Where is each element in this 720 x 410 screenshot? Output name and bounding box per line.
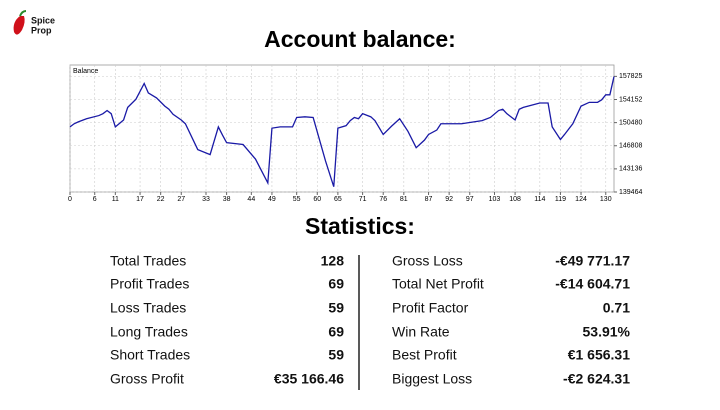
stat-label: Short Trades xyxy=(110,347,190,363)
stat-label: Total Net Profit xyxy=(392,276,484,292)
x-tick-label: 6 xyxy=(93,196,97,203)
x-tick-label: 55 xyxy=(293,196,301,203)
x-tick-label: 114 xyxy=(534,196,545,203)
stat-label: Biggest Loss xyxy=(392,371,472,387)
x-tick-label: 0 xyxy=(68,196,72,203)
plot-frame xyxy=(69,64,615,193)
x-tick-label: 22 xyxy=(157,196,165,203)
x-tick-label: 103 xyxy=(489,196,501,203)
x-tick-label: 97 xyxy=(466,196,474,203)
stat-value: -€49 771.17 xyxy=(555,253,630,269)
stat-label: Win Rate xyxy=(392,324,450,340)
stat-value: €35 166.46 xyxy=(274,371,344,387)
stat-value: 0.71 xyxy=(603,300,630,316)
balance-line xyxy=(69,76,615,187)
logo-text: Spice xyxy=(31,15,55,25)
x-tick-label: 124 xyxy=(575,196,587,203)
stat-label: Gross Loss xyxy=(392,253,463,269)
stat-label: Total Trades xyxy=(110,253,186,269)
x-tick-label: 108 xyxy=(509,196,521,203)
stat-value: 69 xyxy=(328,276,344,292)
stat-value: -€2 624.31 xyxy=(563,371,630,387)
stat-value: 53.91% xyxy=(583,324,631,340)
x-tick-label: 76 xyxy=(379,196,387,203)
x-tick-label: 65 xyxy=(334,196,342,203)
y-tick-label: 154152 xyxy=(619,96,642,103)
stat-label: Best Profit xyxy=(392,347,457,363)
stat-label: Gross Profit xyxy=(110,371,184,387)
stat-value: -€14 604.71 xyxy=(555,276,630,292)
logo-icon xyxy=(13,16,25,35)
x-tick-label: 71 xyxy=(359,196,367,203)
stat-value: €1 656.31 xyxy=(568,347,630,363)
y-tick-label: 143136 xyxy=(619,166,642,173)
x-tick-label: 11 xyxy=(112,196,119,203)
stat-value: 59 xyxy=(328,347,344,363)
x-tick-label: 119 xyxy=(555,196,566,203)
x-tick-label: 17 xyxy=(136,196,144,203)
x-tick-label: 60 xyxy=(313,196,321,203)
stat-value: 69 xyxy=(328,324,344,340)
x-tick-label: 130 xyxy=(600,196,612,203)
y-tick-label: 146808 xyxy=(619,143,642,150)
stat-value: 59 xyxy=(328,300,344,316)
stat-value: 128 xyxy=(321,253,345,269)
x-tick-label: 81 xyxy=(400,196,408,203)
x-tick-label: 33 xyxy=(202,196,210,203)
chart-title: Balance xyxy=(73,68,98,75)
stat-label: Long Trades xyxy=(110,324,188,340)
heading: Account balance: xyxy=(264,26,456,52)
stat-label: Profit Factor xyxy=(392,300,469,316)
logo-stem xyxy=(19,10,27,17)
x-tick-label: 27 xyxy=(177,196,185,203)
logo-text: Prop xyxy=(31,25,52,35)
x-tick-label: 92 xyxy=(445,196,453,203)
stat-label: Loss Trades xyxy=(110,300,186,316)
y-tick-label: 150480 xyxy=(619,119,642,126)
x-tick-label: 38 xyxy=(223,196,231,203)
x-tick-label: 44 xyxy=(247,196,255,203)
y-tick-label: 157825 xyxy=(619,73,642,80)
stat-label: Profit Trades xyxy=(110,276,189,292)
y-tick-label: 139464 xyxy=(619,189,642,196)
stats-heading: Statistics: xyxy=(305,213,415,239)
x-tick-label: 87 xyxy=(425,196,433,203)
x-tick-label: 49 xyxy=(268,196,276,203)
